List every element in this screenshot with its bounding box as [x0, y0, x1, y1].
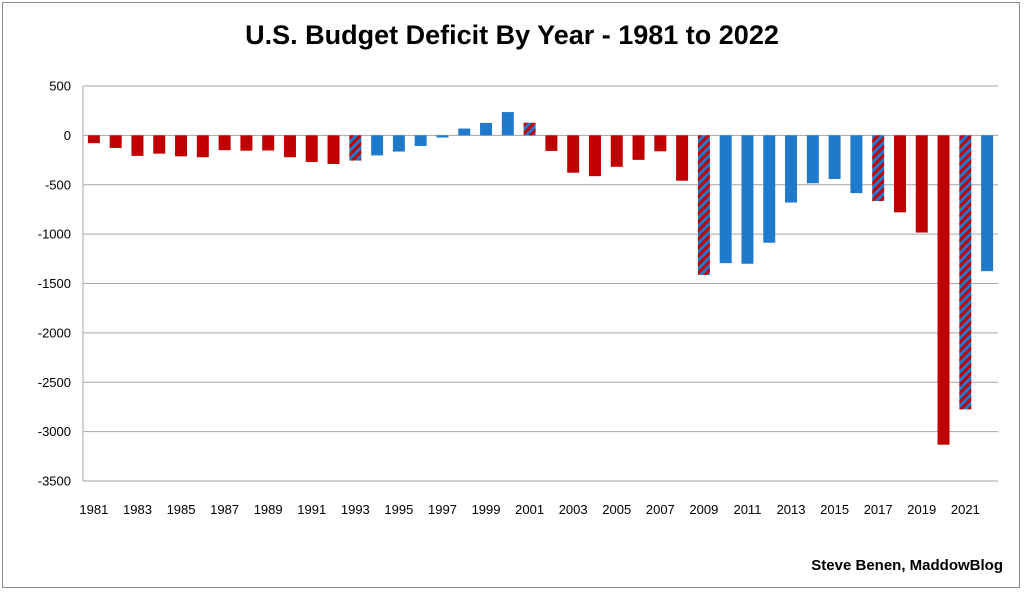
bar-1986 — [196, 135, 209, 158]
x-tick-label: 1993 — [341, 502, 370, 517]
bar-2020 — [937, 135, 950, 445]
y-tick-label: -500 — [45, 177, 71, 192]
bar-2021 — [959, 135, 972, 410]
x-tick-label: 1995 — [384, 502, 413, 517]
bar-1988 — [240, 135, 253, 151]
bar-2013 — [785, 135, 798, 203]
credit-text: Steve Benen, MaddowBlog — [811, 557, 1003, 574]
bar-2017 — [872, 135, 885, 202]
x-tick-label: 1987 — [210, 502, 239, 517]
bar-1985 — [175, 135, 188, 157]
x-tick-label: 1999 — [472, 502, 501, 517]
x-tick-label: 2019 — [907, 502, 936, 517]
bar-1990 — [283, 135, 296, 158]
bar-1998 — [458, 128, 471, 136]
bar-1996 — [414, 135, 427, 146]
bar-2011 — [741, 135, 754, 264]
x-tick-label: 2003 — [559, 502, 588, 517]
bar-2002 — [545, 135, 558, 151]
y-tick-label: -1500 — [38, 276, 71, 291]
x-tick-label: 1989 — [254, 502, 283, 517]
gridlines — [82, 85, 998, 482]
bar-2009 — [697, 135, 710, 275]
bar-2003 — [567, 135, 580, 173]
x-tick-label: 2007 — [646, 502, 675, 517]
y-tick-label: -3500 — [38, 474, 71, 489]
bar-1991 — [305, 135, 318, 162]
x-tick-label: 2015 — [820, 502, 849, 517]
bar-1994 — [371, 135, 384, 156]
bar-2012 — [763, 135, 776, 243]
bar-1982 — [109, 135, 122, 149]
bar-2005 — [610, 135, 623, 167]
y-tick-label: 500 — [49, 79, 71, 94]
bar-1997 — [436, 135, 449, 138]
bar-2010 — [719, 135, 732, 264]
x-tick-label: 1981 — [79, 502, 108, 517]
bar-2022 — [981, 135, 994, 272]
bar-2006 — [632, 135, 645, 160]
bar-1984 — [153, 135, 166, 154]
y-axis-tick-labels: 500 0 -500 -1000 -1500 -2000 -2500 -3000 -3500 — [38, 79, 71, 489]
bar-2014 — [806, 135, 819, 184]
bar-1983 — [131, 135, 144, 156]
bar-2008 — [676, 135, 689, 181]
x-axis-tick-labels: 1981 1983 1985 1987 1989 1991 1993 1995 1997 1999… — [79, 502, 979, 517]
bar-1987 — [218, 135, 231, 151]
x-tick-label: 1997 — [428, 502, 457, 517]
x-tick-label: 2017 — [864, 502, 893, 517]
x-tick-label: 2013 — [777, 502, 806, 517]
bar-2000 — [501, 112, 514, 136]
x-tick-label: 1983 — [123, 502, 152, 517]
bar-1999 — [480, 122, 493, 136]
x-tick-label: 1991 — [297, 502, 326, 517]
bar-2007 — [654, 135, 667, 152]
y-tick-label: 0 — [64, 128, 71, 143]
chart-title: U.S. Budget Deficit By Year - 1981 to 20… — [245, 20, 779, 50]
bar-1995 — [392, 135, 405, 152]
bars — [87, 112, 994, 445]
bar-2018 — [893, 135, 906, 213]
y-tick-label: -2500 — [38, 375, 71, 390]
x-tick-label: 2009 — [689, 502, 718, 517]
x-tick-label: 1985 — [167, 502, 196, 517]
y-tick-label: -1000 — [38, 227, 71, 242]
bar-2015 — [828, 135, 841, 180]
y-tick-label: -2000 — [38, 325, 71, 340]
bar-2001 — [523, 122, 536, 136]
x-tick-label: 2001 — [515, 502, 544, 517]
bar-1992 — [327, 135, 340, 165]
bar-1993 — [349, 135, 362, 161]
y-tick-label: -3000 — [38, 424, 71, 439]
bar-2019 — [915, 135, 928, 233]
bar-chart: 500 0 -500 -1000 -1500 -2000 -2500 -3000 -3500 1… — [38, 79, 998, 517]
x-tick-label: 2005 — [602, 502, 631, 517]
bar-2004 — [588, 135, 601, 177]
bar-1989 — [262, 135, 275, 151]
bar-1981 — [87, 135, 100, 144]
x-tick-label: 2011 — [733, 502, 761, 517]
x-tick-label: 2021 — [951, 502, 980, 517]
bar-2016 — [850, 135, 863, 194]
